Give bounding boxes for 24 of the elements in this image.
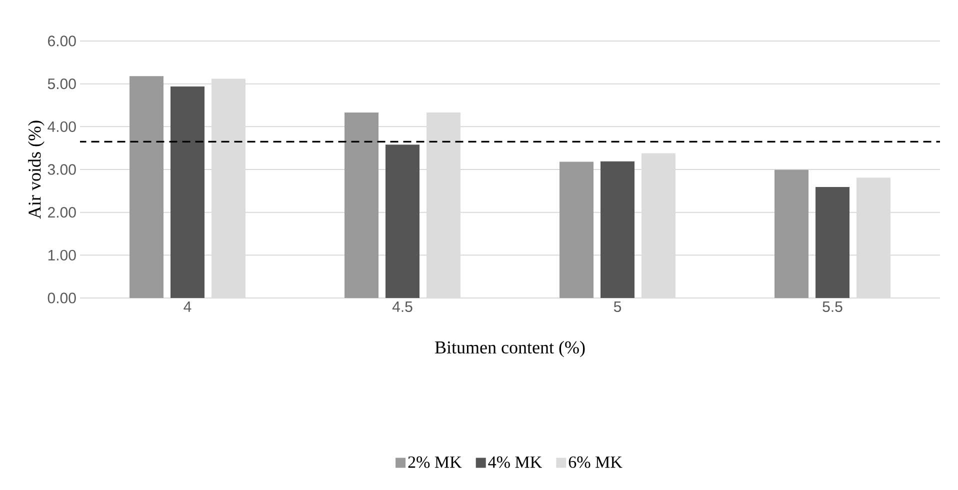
bar — [170, 86, 205, 298]
x-tick-label: 5 — [614, 302, 622, 312]
y-tick-label: 5.00 — [48, 78, 76, 90]
bar — [130, 76, 164, 298]
bar — [560, 162, 594, 298]
y-tick-label: 3.00 — [48, 164, 76, 175]
bar — [816, 187, 850, 298]
legend-label: 4% MK — [488, 456, 542, 468]
bar — [600, 161, 635, 298]
bar — [774, 170, 809, 298]
x-tick-label: 4 — [184, 302, 192, 312]
y-tick-label: 4.00 — [48, 121, 76, 132]
y-axis-title: Air voids (%) — [28, 120, 44, 219]
y-tick-label: 0.00 — [48, 292, 76, 304]
x-tick-label: 4.5 — [392, 302, 412, 312]
y-tick-label: 1.00 — [48, 250, 76, 260]
bar — [344, 112, 379, 298]
bar — [386, 144, 420, 298]
legend-label: 6% MK — [568, 456, 622, 468]
y-tick-label: 6.00 — [48, 36, 76, 46]
x-axis-title: Bitumen content (%) — [435, 340, 585, 358]
legend-label: 2% MK — [408, 456, 462, 468]
y-tick-label: 2.00 — [48, 207, 76, 218]
x-tick-label: 5.5 — [822, 302, 842, 312]
